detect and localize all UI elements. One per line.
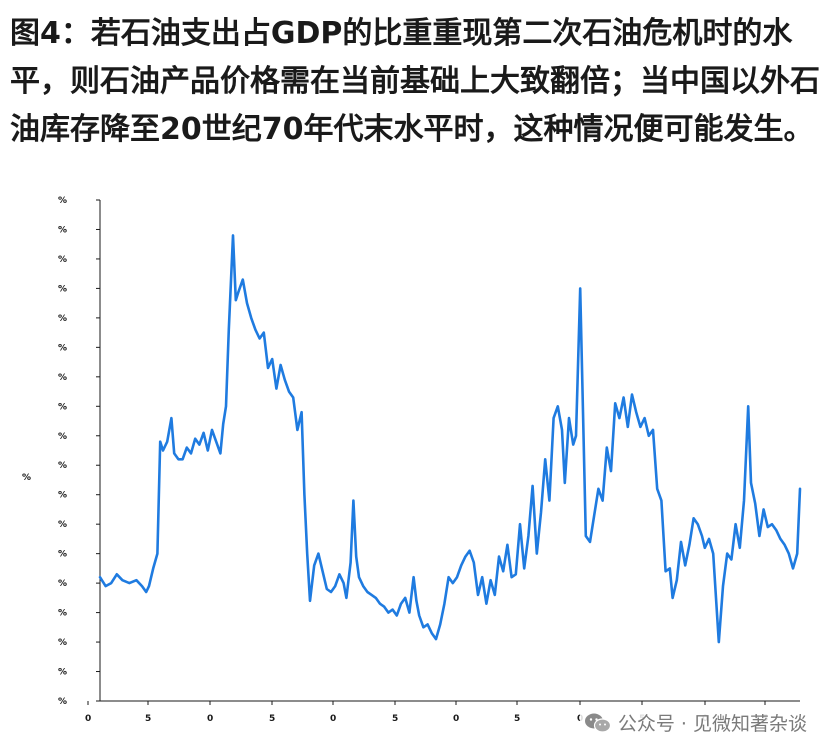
y-tick-label: % [58,520,67,530]
y-tick-label: % [58,609,67,619]
watermark: 公众号 · 见微知著杂谈 [579,707,811,738]
y-axis: %%%%%%%%%%%%%%%%%% [58,196,101,707]
y-tick-label: % [58,402,67,412]
y-tick-label: % [58,225,67,235]
x-tick-label: 5 [145,714,151,724]
y-tick-label: % [58,668,67,678]
y-tick-label: % [58,255,67,265]
x-tick-label: 0 [85,714,91,724]
y-axis-label: % [22,473,31,483]
x-tick-label: 5 [514,714,520,724]
y-tick-label: % [58,461,67,471]
wechat-icon [584,713,611,733]
series-line [98,234,802,644]
y-tick-label: % [58,550,67,560]
x-tick-label: 0 [207,714,213,724]
y-tick-label: % [58,432,67,442]
y-tick-label: % [58,284,67,294]
y-tick-label: % [58,314,67,324]
x-tick-label: 0 [330,714,336,724]
y-tick-label: % [58,491,67,501]
line-chart: %%%%%%%%%%%%%%%%%% 050505050505 % [0,180,831,752]
y-tick-label: % [58,697,67,707]
figure-caption: 图4：若石油支出占GDP的比重重现第二次石油危机时的水平，则石油产品价格需在当前… [10,16,820,147]
watermark-text: 公众号 · 见微知著杂谈 [617,713,807,735]
x-tick-label: 0 [453,714,459,724]
y-tick-label: % [58,579,67,589]
y-tick-label: % [58,196,67,206]
y-tick-label: % [58,638,67,648]
y-tick-label: % [58,343,67,353]
x-tick-label: 5 [269,714,275,724]
series-layer [98,234,802,644]
x-tick-label: 5 [392,714,398,724]
chart-svg: %%%%%%%%%%%%%%%%%% 050505050505 % [22,196,802,724]
y-tick-label: % [58,373,67,383]
